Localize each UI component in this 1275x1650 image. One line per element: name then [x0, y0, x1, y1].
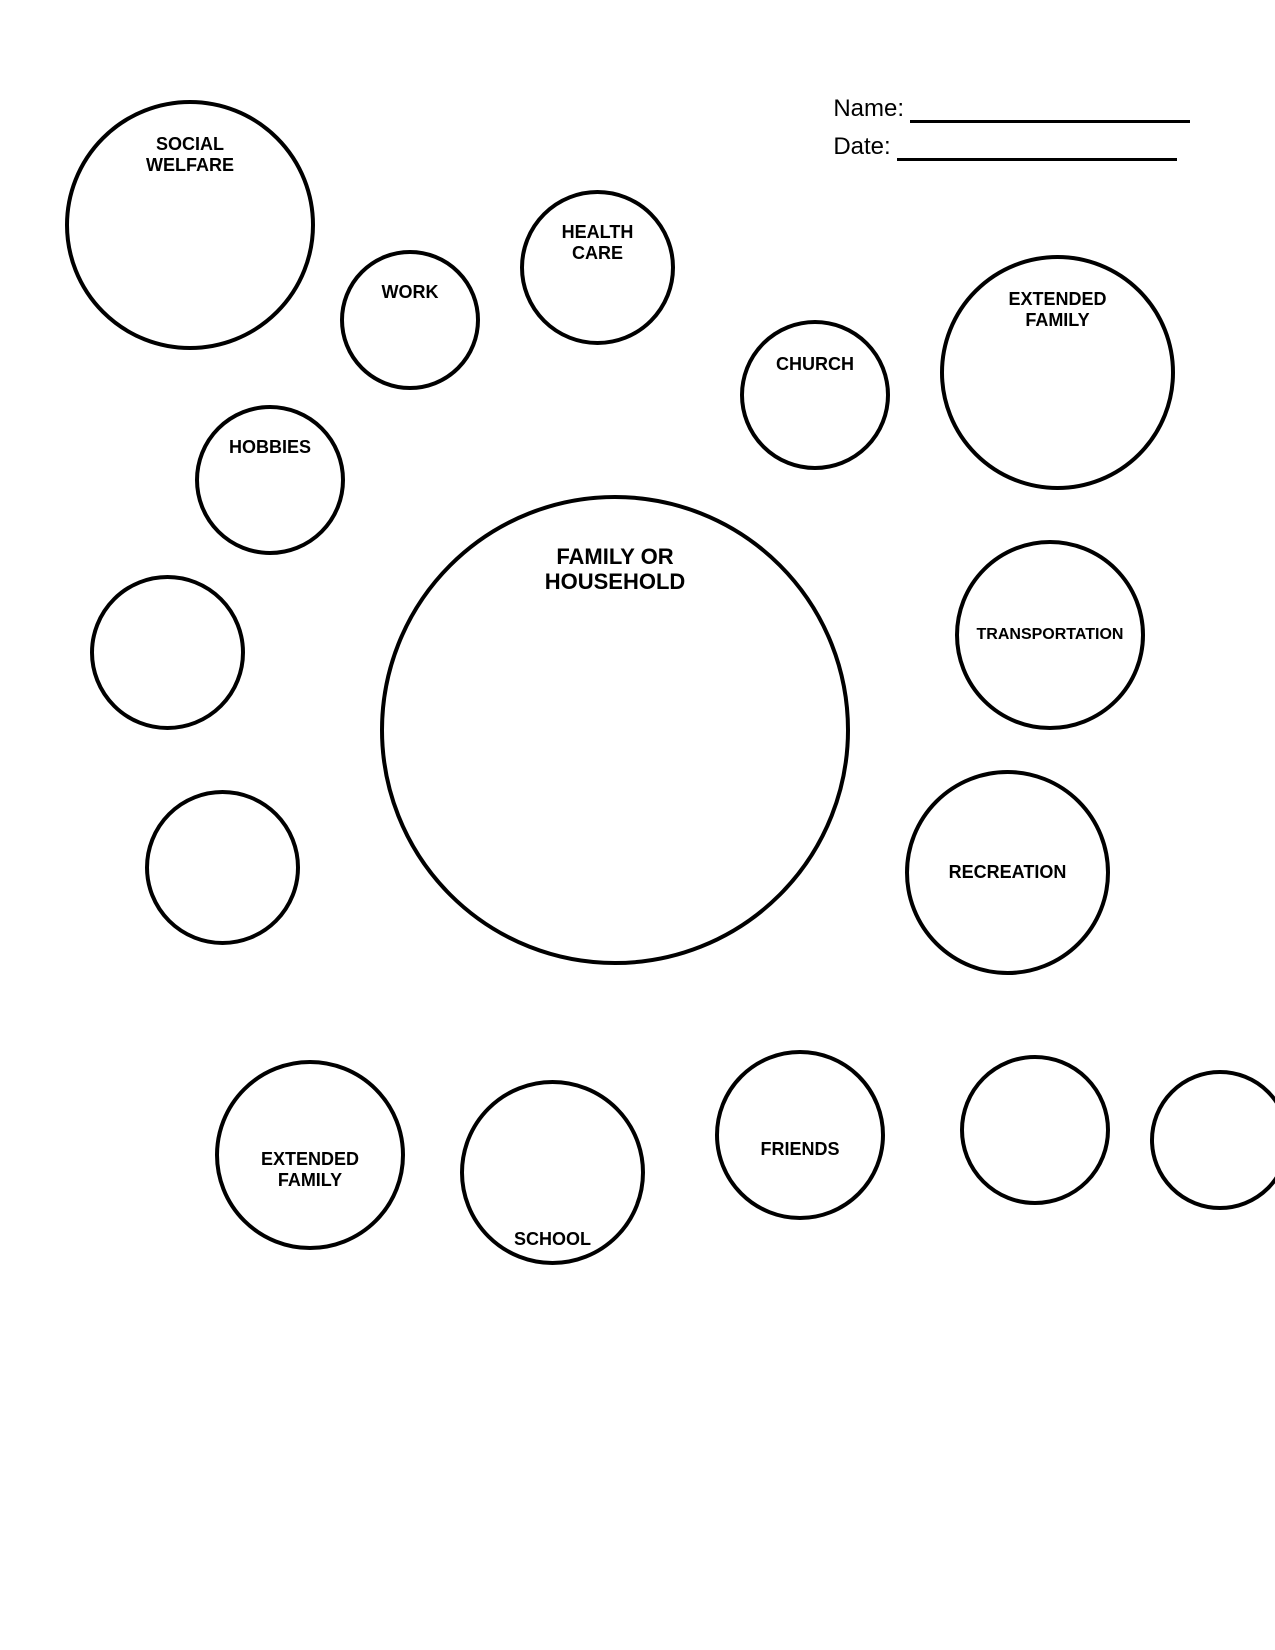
bubble-blank-2	[145, 790, 300, 945]
name-field-row: Name:	[833, 95, 1190, 123]
bubble-label-hobbies: HOBBIES	[199, 409, 341, 458]
bubble-work: WORK	[340, 250, 480, 390]
bubble-blank-4	[1150, 1070, 1275, 1210]
bubble-health-care: HEALTH CARE	[520, 190, 675, 345]
date-label: Date:	[833, 133, 890, 161]
bubble-church: CHURCH	[740, 320, 890, 470]
bubble-label-extended-family-top: EXTENDED FAMILY	[944, 259, 1171, 330]
bubble-friends: FRIENDS	[715, 1050, 885, 1220]
bubble-blank-1	[90, 575, 245, 730]
bubble-label-work: WORK	[344, 254, 476, 303]
bubble-school: SCHOOL	[460, 1080, 645, 1265]
worksheet-page: Name: Date: FAMILY OR HOUSEHOLD SOCIAL WE…	[0, 0, 1275, 1650]
bubble-label-center: FAMILY OR HOUSEHOLD	[384, 499, 846, 595]
bubble-label-friends: FRIENDS	[719, 1054, 881, 1160]
bubble-transportation: TRANSPORTATION	[955, 540, 1145, 730]
bubble-label-social-welfare: SOCIAL WELFARE	[69, 104, 311, 175]
date-field-row: Date:	[833, 133, 1190, 161]
bubble-label-extended-family-bottom: EXTENDED FAMILY	[219, 1064, 401, 1190]
bubble-extended-family-top: EXTENDED FAMILY	[940, 255, 1175, 490]
date-input-line[interactable]	[897, 137, 1177, 161]
bubble-center: FAMILY OR HOUSEHOLD	[380, 495, 850, 965]
bubble-label-recreation: RECREATION	[909, 774, 1106, 883]
bubble-label-school: SCHOOL	[464, 1084, 641, 1250]
name-input-line[interactable]	[910, 99, 1190, 123]
name-label: Name:	[833, 95, 904, 123]
bubble-label-transportation: TRANSPORTATION	[959, 544, 1141, 644]
header-fields: Name: Date:	[833, 95, 1190, 171]
bubble-label-church: CHURCH	[744, 324, 886, 375]
bubble-extended-family-bottom: EXTENDED FAMILY	[215, 1060, 405, 1250]
bubble-label-health-care: HEALTH CARE	[524, 194, 671, 263]
bubble-recreation: RECREATION	[905, 770, 1110, 975]
bubble-hobbies: HOBBIES	[195, 405, 345, 555]
bubble-social-welfare: SOCIAL WELFARE	[65, 100, 315, 350]
bubble-blank-3	[960, 1055, 1110, 1205]
